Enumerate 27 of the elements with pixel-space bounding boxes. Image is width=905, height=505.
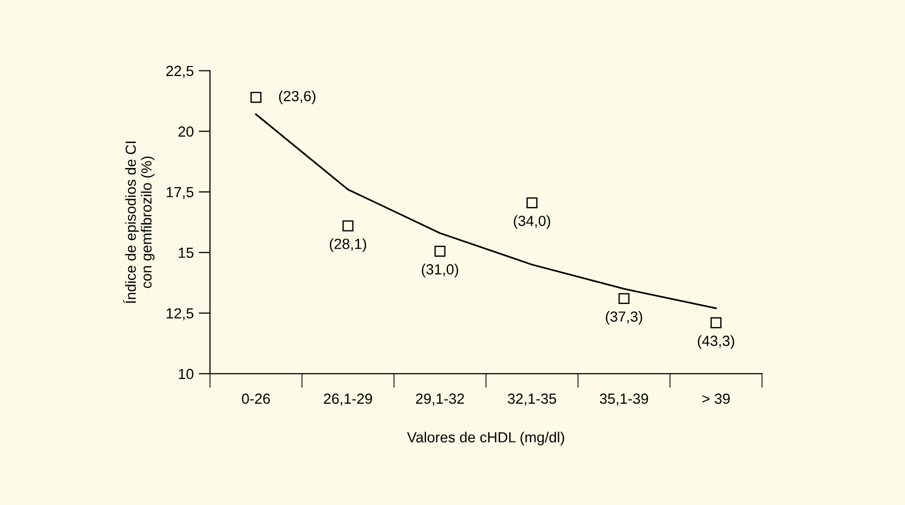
x-tick-label: 35,1-39 <box>600 394 648 406</box>
x-tick-label: > 39 <box>702 394 730 404</box>
point <box>342 220 354 232</box>
x-axis-title: Valores de cHDL (mg/dl) <box>407 432 564 446</box>
x-tick-label: 0-26 <box>242 394 270 404</box>
annotation: (37,3) <box>606 311 642 325</box>
point <box>710 317 722 328</box>
x-tick-label: 26,1-29 <box>324 394 372 406</box>
annotation: (43,3) <box>698 335 734 349</box>
point <box>434 246 446 257</box>
y-tick-label: 22,5 <box>166 66 194 78</box>
annotation: (34,0) <box>514 215 550 229</box>
y-tick-label: 15 <box>178 248 194 258</box>
y-tick-label: 12,5 <box>166 308 194 320</box>
x-tick-label: 32,1-35 <box>508 394 556 406</box>
point <box>250 92 262 103</box>
point <box>618 293 630 304</box>
y-tick-label: 17,5 <box>166 187 194 200</box>
annotation: (23,6) <box>279 90 316 104</box>
x-tick-label: 29,1-32 <box>416 394 464 406</box>
y-tick-label: 10 <box>178 368 194 380</box>
annotation: (31,0) <box>422 264 458 278</box>
annotation: (28,1) <box>330 238 366 252</box>
y-tick-label: 20 <box>178 126 194 137</box>
y-axis-title: Índice de episodios de CI con gemfibrozilo (%) <box>123 142 154 304</box>
point <box>526 197 538 208</box>
line-series <box>255 113 717 310</box>
